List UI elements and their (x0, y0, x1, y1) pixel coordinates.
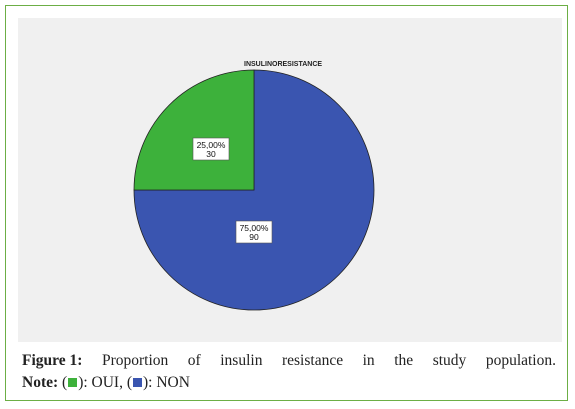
slice-count-label-non: 90 (249, 232, 259, 242)
figure-label: Figure 1: (22, 352, 83, 369)
slice-label-box-non (235, 220, 273, 244)
non-legend-swatch (133, 378, 143, 387)
slice-label-box-oui (192, 137, 230, 161)
pie-slice-non (133, 69, 375, 311)
caption-word: study (432, 352, 467, 369)
caption-word: population. (485, 352, 556, 369)
caption-word: the (394, 352, 414, 369)
note-oui-text: ): OUI, ( (78, 374, 133, 391)
pie-slice-oui (133, 69, 255, 191)
caption-word: insulin (220, 352, 263, 369)
caption-word: resistance (281, 352, 344, 369)
oui-legend-swatch (68, 378, 78, 387)
caption-word: in (362, 352, 375, 369)
note-label: Note: (22, 374, 59, 391)
slice-percent-label-oui: 25,00% (197, 140, 226, 150)
slice-count-label-oui: 30 (206, 149, 216, 159)
figure-caption: Figure 1: Proportion of insulin resistan… (22, 350, 556, 394)
caption-line-2: Note: ( ): OUI, ( ): NON (22, 372, 556, 394)
slice-percent-label-non: 75,00% (240, 223, 269, 233)
caption-line-1: Figure 1: Proportion of insulin resistan… (22, 350, 556, 372)
caption-word: of (187, 352, 201, 369)
open-paren: ( (62, 374, 68, 391)
caption-word: Proportion (101, 352, 169, 369)
note-non-text: ): NON (143, 374, 190, 391)
chart-title: INSULINORESISTANCE (244, 61, 323, 68)
